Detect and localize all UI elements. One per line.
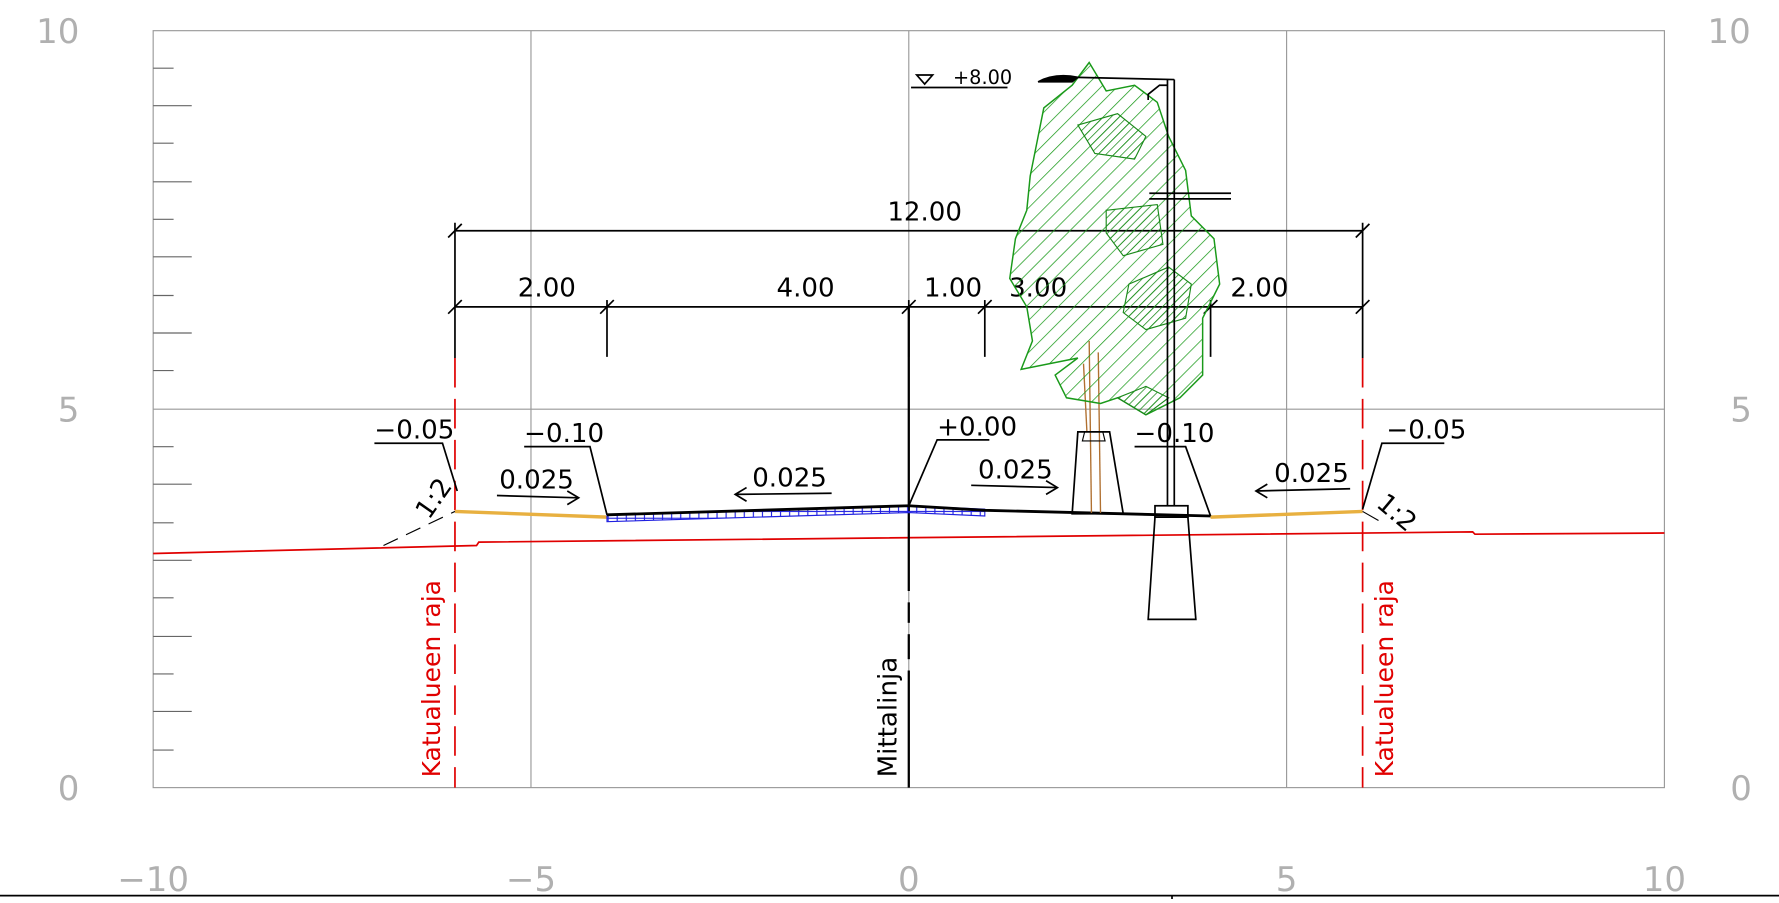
boundary-label: Katualueen raja bbox=[417, 580, 446, 777]
left-ticks bbox=[153, 67, 192, 751]
boundary-lines bbox=[454, 358, 1364, 788]
axis-label: 0 bbox=[898, 860, 920, 899]
dimension: 1.00 bbox=[924, 274, 982, 304]
ratio-label: 1:2 bbox=[1371, 488, 1422, 538]
axis-label: 0 bbox=[1730, 769, 1752, 809]
dimension: 2.00 bbox=[518, 274, 576, 304]
slope-label: 0.025 bbox=[752, 463, 827, 493]
axis-label: −10 bbox=[117, 860, 189, 899]
axis-label: 5 bbox=[58, 391, 80, 431]
dimension: 4.00 bbox=[776, 274, 834, 304]
ratio-label: 1:2 bbox=[410, 473, 459, 525]
street-lamp bbox=[1037, 74, 1232, 621]
level-label: +8.00 bbox=[953, 66, 1012, 89]
road-surface bbox=[383, 504, 1379, 547]
elevation-label: −0.10 bbox=[1135, 419, 1215, 449]
ground-line bbox=[153, 531, 1665, 555]
axis-label: 5 bbox=[1276, 860, 1298, 899]
axis-label: 10 bbox=[1708, 12, 1751, 52]
boundary-label: Katualueen raja bbox=[1370, 580, 1399, 777]
axis-labels: 10 5 0 10 5 0 −10 −5 0 5 10 bbox=[36, 12, 1752, 900]
dimension: 2.00 bbox=[1230, 274, 1288, 304]
slope-label: 0.025 bbox=[1274, 459, 1349, 489]
axis-label: 10 bbox=[36, 12, 79, 52]
slope-arrows bbox=[496, 480, 1351, 506]
slope-label: 0.025 bbox=[978, 455, 1053, 485]
level-marker bbox=[911, 74, 1008, 89]
dimension-lines bbox=[447, 222, 1371, 359]
elevation-label: +0.00 bbox=[937, 412, 1017, 442]
dimension-total: 12.00 bbox=[887, 197, 962, 227]
axis-label: 0 bbox=[58, 769, 80, 809]
elevation-label: −0.05 bbox=[374, 416, 454, 446]
elevation-label: −0.05 bbox=[1386, 416, 1466, 446]
frame-bottom bbox=[0, 894, 1779, 899]
axis-label: −5 bbox=[506, 860, 556, 899]
elevation-label: −0.10 bbox=[524, 419, 604, 449]
axis-label: 5 bbox=[1730, 391, 1752, 431]
slope-label: 0.025 bbox=[499, 466, 574, 496]
elevation-leaders bbox=[374, 438, 1445, 517]
axis-label: 10 bbox=[1643, 860, 1686, 899]
centerline-label: Mittalinja bbox=[873, 657, 903, 778]
